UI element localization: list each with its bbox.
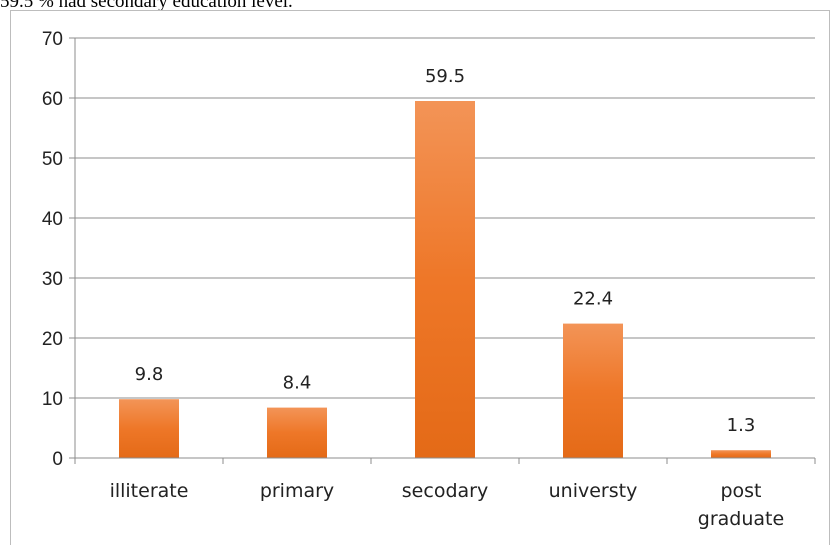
y-tick-label: 20 — [42, 329, 63, 350]
y-tick-label: 0 — [52, 449, 63, 470]
x-axis: illiterate primary secodary universty post gr… — [74, 457, 816, 530]
bars: 9.8 8.4 59.5 22.4 1.3 — [119, 66, 771, 458]
bar — [711, 450, 771, 458]
y-tick-label: 70 — [42, 29, 63, 50]
figure-caption: 59.5 % had secondary education level. — [0, 0, 293, 12]
y-tick-label: 40 — [42, 209, 63, 230]
data-label: 8.4 — [283, 373, 312, 394]
y-tick-label: 60 — [42, 89, 63, 110]
x-category-label: post graduate — [698, 480, 784, 530]
y-tick-label: 30 — [42, 269, 63, 290]
data-label: 22.4 — [573, 289, 613, 310]
y-tick-label: 10 — [42, 389, 63, 410]
y-tick-label: 50 — [42, 149, 63, 170]
data-label: 1.3 — [727, 415, 756, 436]
bar — [267, 407, 327, 458]
data-label: 59.5 — [425, 66, 465, 87]
bar — [563, 323, 623, 458]
bar — [119, 399, 179, 458]
x-category-label: illiterate — [110, 480, 189, 502]
x-category-label: secodary — [402, 480, 488, 502]
x-category-label: primary — [260, 480, 334, 502]
chart-frame — [10, 10, 830, 545]
x-category-label: universty — [549, 480, 638, 502]
y-axis: 0 10 20 30 40 50 60 70 — [42, 29, 76, 470]
bar — [415, 101, 475, 458]
data-label: 9.8 — [135, 364, 164, 385]
